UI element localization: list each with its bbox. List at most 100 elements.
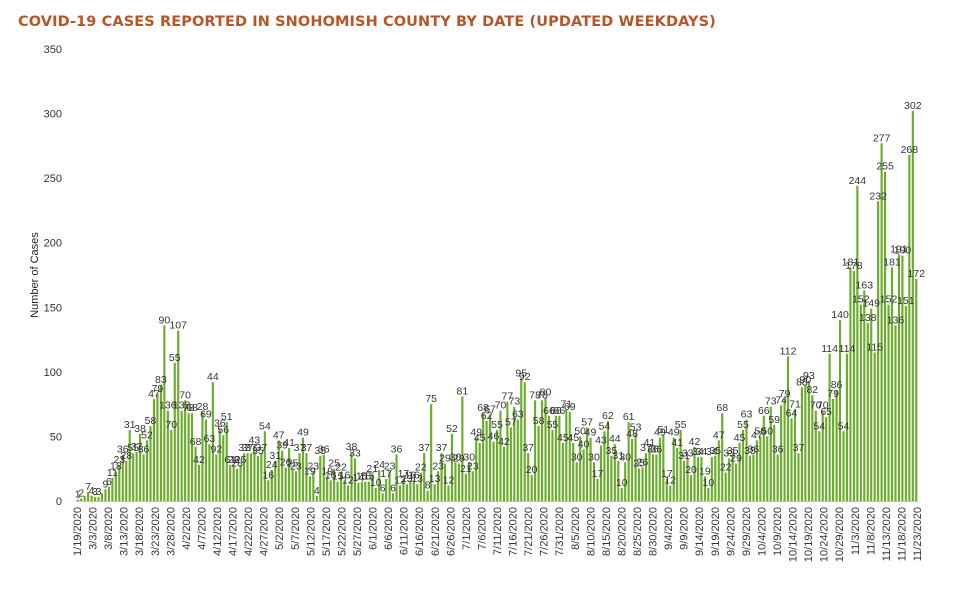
x-tick-label: 5/7/2020	[290, 507, 302, 550]
data-label: 67	[484, 403, 496, 415]
data-label: 34	[692, 446, 704, 458]
data-label: 25	[633, 458, 645, 470]
x-tick-label: 11/3/2020	[850, 507, 862, 555]
bar	[367, 481, 370, 501]
bar	[592, 462, 596, 501]
bar	[613, 444, 616, 501]
bar	[783, 398, 786, 501]
bar	[409, 480, 412, 501]
bar	[589, 437, 592, 501]
data-label: 6	[106, 476, 112, 488]
bar	[863, 290, 866, 501]
bar	[617, 460, 620, 501]
bar	[804, 384, 807, 501]
x-tick-label: 8/20/2020	[616, 507, 628, 556]
data-label: 33	[349, 447, 361, 459]
x-tick-label: 4/12/2020	[212, 507, 224, 556]
bar	[676, 448, 679, 501]
bars-group	[76, 110, 918, 502]
data-label: 42	[193, 454, 205, 466]
bar	[527, 453, 530, 501]
bar	[222, 435, 225, 501]
bar	[644, 453, 648, 501]
data-label: 15	[363, 471, 375, 483]
x-tick-label: 10/14/2020	[788, 507, 800, 562]
data-label: 62	[602, 410, 614, 422]
bar	[766, 436, 769, 501]
bar	[877, 201, 880, 501]
bar	[724, 472, 727, 501]
data-label: 61	[623, 411, 635, 423]
data-label: 73	[765, 396, 777, 408]
data-label: 20	[685, 464, 697, 476]
data-label: 107	[169, 320, 187, 332]
data-label: 71	[789, 398, 801, 410]
bar	[218, 428, 221, 501]
bar	[894, 325, 897, 501]
bar	[845, 353, 849, 501]
bar	[443, 463, 447, 501]
data-label: 55	[169, 352, 181, 364]
data-label: 37	[245, 442, 257, 454]
bar	[104, 489, 107, 501]
bar	[814, 410, 817, 501]
bar	[495, 429, 499, 501]
data-label: 54	[259, 420, 271, 432]
data-label: 69	[564, 401, 576, 413]
data-label: 37	[131, 441, 143, 453]
data-label: 37	[238, 442, 250, 454]
x-tick-label: 9/4/2020	[663, 507, 675, 550]
x-tick-label: 4/17/2020	[228, 507, 240, 556]
data-label: 57	[581, 416, 593, 428]
bar	[93, 497, 97, 501]
bar	[239, 464, 242, 501]
bar	[672, 437, 675, 501]
bar	[260, 453, 263, 501]
bar	[201, 411, 204, 501]
data-label: 35	[744, 445, 756, 457]
x-tick-label: 4/7/2020	[196, 507, 208, 550]
bar	[360, 481, 363, 501]
bar	[249, 453, 253, 501]
bar	[87, 491, 90, 501]
data-label: 28	[120, 450, 132, 462]
bar	[142, 454, 145, 501]
data-label: 70	[165, 419, 177, 431]
data-label: 172	[908, 268, 926, 280]
data-label: 26	[280, 456, 292, 468]
bar	[516, 419, 519, 501]
bar	[180, 410, 183, 501]
data-label: 79	[779, 388, 791, 400]
data-label: 1	[75, 489, 81, 501]
bar	[232, 464, 235, 501]
bar	[454, 462, 457, 501]
data-label: 149	[862, 298, 880, 310]
bar	[371, 473, 374, 501]
bar	[856, 185, 859, 501]
bar	[447, 485, 450, 501]
bar	[398, 485, 402, 501]
data-label: 112	[780, 345, 797, 357]
x-tick-label: 3/18/2020	[134, 507, 146, 556]
bar	[887, 304, 890, 501]
bar	[294, 471, 298, 501]
bar	[554, 415, 557, 501]
bar	[748, 455, 752, 501]
data-label: 10	[616, 477, 628, 489]
x-axis-ticks: 1/19/2020 3/3/2020 3/8/2020 3/13/2020 3/18/2…	[72, 507, 924, 562]
data-label: 37	[418, 442, 430, 454]
x-tick-label: 8/5/2020	[570, 507, 582, 550]
bar	[433, 484, 436, 501]
data-label: 16	[339, 469, 351, 481]
data-label: 25	[235, 454, 247, 466]
x-tick-label: 9/9/2020	[679, 507, 691, 550]
bar	[135, 451, 138, 501]
bar	[163, 325, 166, 501]
x-tick-label: 7/6/2020	[476, 507, 488, 550]
bar	[686, 458, 689, 501]
bar	[211, 382, 214, 501]
bar	[520, 378, 523, 501]
data-label: 30	[571, 451, 583, 463]
bar	[603, 431, 606, 501]
bar	[298, 453, 301, 501]
